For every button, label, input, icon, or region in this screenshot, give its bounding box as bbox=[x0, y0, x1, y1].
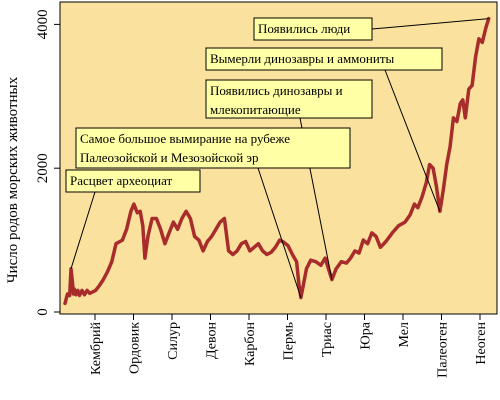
annotation-box bbox=[75, 127, 351, 169]
y-tick-label: 2000 bbox=[35, 153, 51, 183]
x-tick-label: Ордовик bbox=[128, 322, 143, 374]
x-tick-label: Кембрий bbox=[89, 322, 104, 375]
x-tick-label: Юра bbox=[359, 321, 374, 349]
annotation-leader bbox=[384, 69, 441, 212]
x-tick-label: Карбон bbox=[243, 321, 258, 365]
y-axis-title: Число родов морских животных bbox=[5, 76, 21, 283]
annotation-box bbox=[65, 169, 201, 193]
annotation-text: Появились динозавры и bbox=[210, 83, 343, 98]
annotation-text: Вымерли динозавры и аммониты bbox=[210, 51, 395, 66]
annotation-box bbox=[205, 47, 443, 71]
annotation-text: млекопитающие bbox=[210, 102, 301, 117]
annotation-text: Самое большое вымирание на рубеже bbox=[80, 131, 290, 146]
annotation-text: Палеозойской и Мезозойской эр bbox=[80, 150, 259, 165]
annotation-box bbox=[253, 17, 373, 41]
annotation-box bbox=[205, 79, 373, 119]
x-tick-label: Пермь bbox=[282, 322, 297, 360]
x-tick-label: Мел bbox=[397, 322, 412, 347]
annotations: Появились люди Вымерли динозавры и аммони… bbox=[65, 17, 489, 298]
y-axis: 0 2000 4000 bbox=[35, 9, 60, 316]
annotation-leader bbox=[70, 191, 96, 270]
annotation-text: Появились люди bbox=[258, 21, 350, 36]
x-tick-label: Триас bbox=[320, 322, 335, 357]
x-tick-label: Силур bbox=[166, 322, 181, 360]
annotation-leader bbox=[371, 18, 489, 30]
y-tick-label: 0 bbox=[35, 308, 51, 316]
series-line bbox=[63, 16, 491, 306]
annotation-leader bbox=[257, 167, 302, 298]
x-tick-label: Палеоген bbox=[436, 322, 451, 378]
x-tick-label: Девон bbox=[205, 322, 220, 359]
x-axis: Кембрий Ордовик Силур Девон Карбон Пермь Триас… bbox=[89, 314, 489, 378]
y-tick-label: 4000 bbox=[35, 9, 51, 39]
annotation-text: Расцвет археоциат bbox=[70, 173, 173, 188]
x-tick-label: Неоген bbox=[474, 321, 489, 364]
